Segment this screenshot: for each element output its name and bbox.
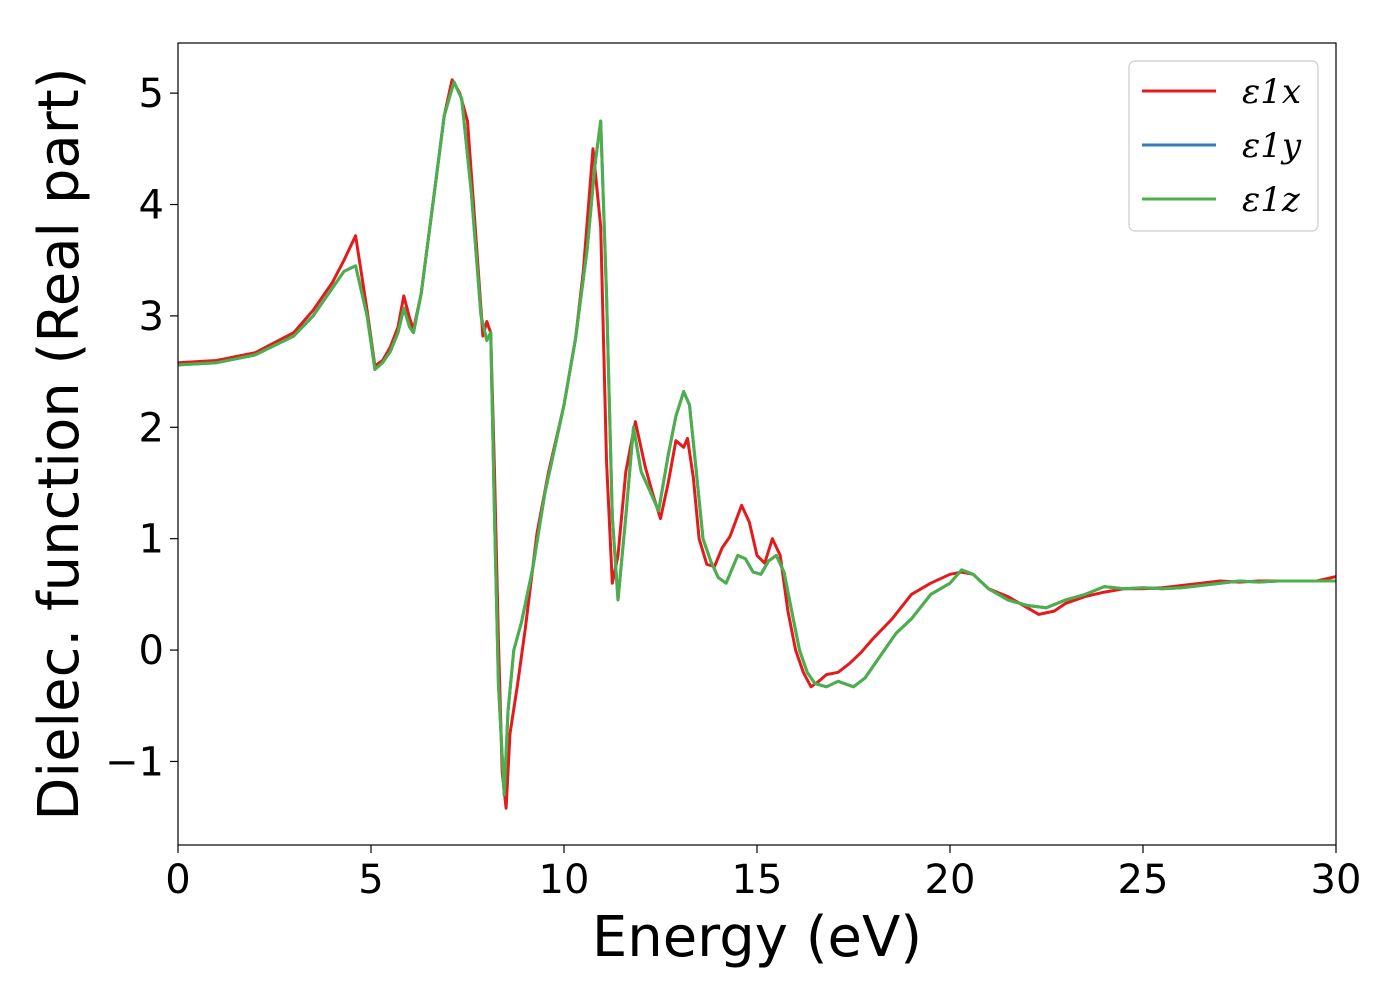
x-axis-label: Energy (eV) xyxy=(592,905,922,970)
y-tick-label: 5 xyxy=(139,71,164,117)
x-axis-ticks: 0 5 10 15 20 25 30 xyxy=(165,845,1361,903)
series-line-z xyxy=(178,80,1336,797)
y-tick-label: −1 xyxy=(105,739,164,785)
legend-label-y: ε1y xyxy=(1242,126,1302,166)
x-tick-label: 30 xyxy=(1311,857,1362,903)
y-tick-label: 4 xyxy=(139,183,164,229)
y-axis-label: Dielec. function (Real part) xyxy=(27,67,92,820)
y-tick-label: 0 xyxy=(139,628,164,674)
series-layer xyxy=(178,78,1336,810)
x-tick-label: 20 xyxy=(925,857,976,903)
legend-label-z: ε1z xyxy=(1242,180,1301,220)
legend: ε1x ε1y ε1z xyxy=(1128,60,1319,232)
x-tick-label: 5 xyxy=(358,857,383,903)
legend-label-x: ε1x xyxy=(1242,72,1301,112)
x-tick-label: 15 xyxy=(732,857,783,903)
x-tick-label: 25 xyxy=(1118,857,1169,903)
legend-box xyxy=(1128,60,1319,232)
y-axis-ticks: −1 0 1 2 3 4 5 xyxy=(105,71,178,785)
x-tick-label: 0 xyxy=(165,857,190,903)
y-tick-label: 1 xyxy=(139,517,164,563)
y-tick-label: 2 xyxy=(139,405,164,451)
x-tick-label: 10 xyxy=(539,857,590,903)
y-tick-label: 3 xyxy=(139,294,164,340)
